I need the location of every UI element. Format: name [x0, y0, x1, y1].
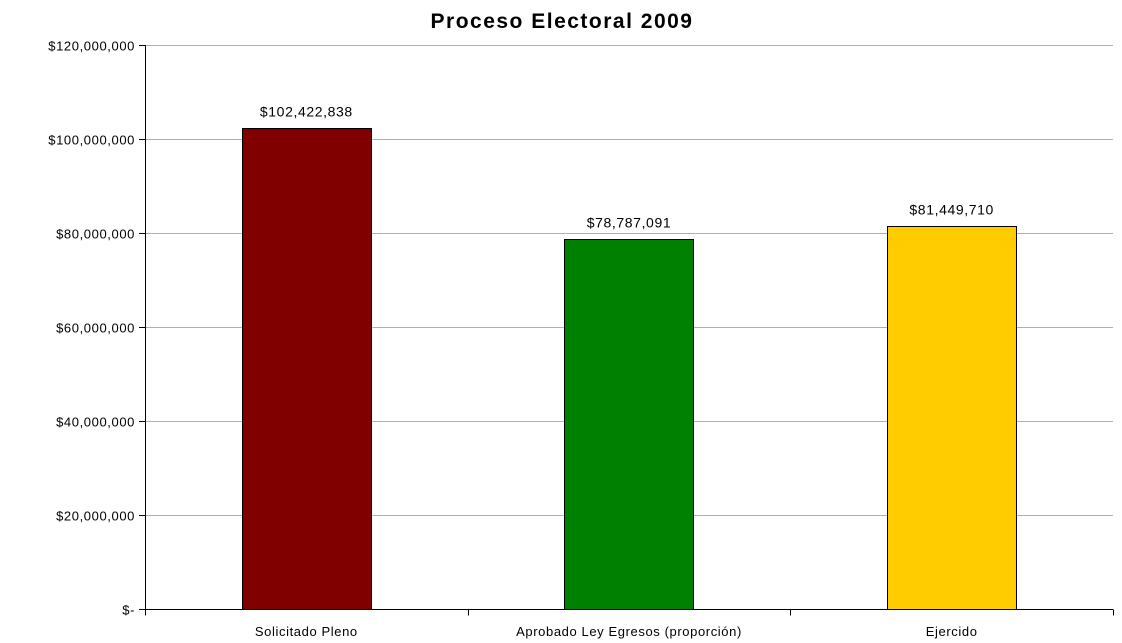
- axes: [139, 45, 1114, 616]
- x-category-label: Aprobado Ley Egresos (proporción): [516, 624, 742, 639]
- y-tick-label: $120,000,000: [48, 39, 135, 54]
- chart-title: Proceso Electoral 2009: [431, 10, 694, 33]
- data-label: $81,449,710: [909, 202, 993, 218]
- bars: [242, 128, 1017, 610]
- x-category-label: Ejercido: [926, 624, 978, 639]
- bar-2: [887, 226, 1017, 610]
- y-tick-label: $40,000,000: [56, 415, 135, 430]
- data-label: $78,787,091: [587, 215, 671, 231]
- labels: $120,000,000 $100,000,000 $80,000,000 $60,0…: [48, 39, 993, 640]
- y-tick-label: $20,000,000: [56, 509, 135, 524]
- bar-1: [564, 239, 694, 610]
- x-category-label: Solicitado Pleno: [255, 624, 358, 639]
- data-label: $102,422,838: [260, 104, 353, 120]
- y-tick-label: $-: [122, 603, 135, 618]
- bar-0: [242, 128, 372, 610]
- y-tick-label: $80,000,000: [56, 227, 135, 242]
- y-tick-label: $60,000,000: [56, 321, 135, 336]
- y-tick-label: $100,000,000: [48, 133, 135, 148]
